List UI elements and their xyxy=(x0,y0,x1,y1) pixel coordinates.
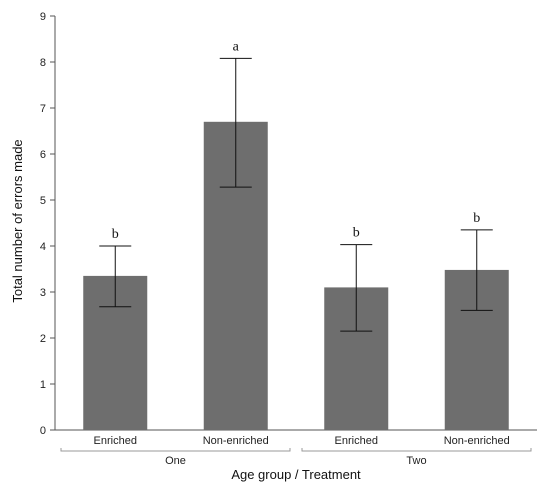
x-tick-label: Enriched xyxy=(94,435,137,447)
group-label: One xyxy=(165,455,186,467)
y-tick-label: 7 xyxy=(40,103,46,115)
y-tick-label: 1 xyxy=(40,379,46,391)
y-axis-title: Total number of errors made xyxy=(10,139,25,302)
y-tick-label: 2 xyxy=(40,333,46,345)
significance-labels: b a b b xyxy=(112,39,481,242)
x-axis-title: Age group / Treatment xyxy=(231,467,361,482)
y-tick-label: 3 xyxy=(40,287,46,299)
significance-label: b xyxy=(473,211,480,226)
significance-label: b xyxy=(112,227,119,242)
significance-label: b xyxy=(353,226,360,241)
group-bracket xyxy=(301,448,532,452)
y-tick-label: 8 xyxy=(40,57,46,69)
y-tick-label: 6 xyxy=(40,149,46,161)
y-tick-label: 5 xyxy=(40,195,46,207)
x-tick-label: Enriched xyxy=(335,435,378,447)
group-label: Two xyxy=(406,455,426,467)
y-tick-label: 4 xyxy=(40,241,46,253)
x-category-labels: Enriched Non-enriched Enriched Non-enriched xyxy=(94,435,510,447)
x-group-labels: One Two xyxy=(60,448,532,467)
group-bracket xyxy=(60,448,291,452)
x-tick-label: Non-enriched xyxy=(444,435,510,447)
y-tick-label: 0 xyxy=(40,425,46,437)
y-tick-label: 9 xyxy=(40,11,46,23)
significance-label: a xyxy=(233,39,240,54)
x-tick-label: Non-enriched xyxy=(203,435,269,447)
error-bars xyxy=(99,57,493,332)
bars xyxy=(83,121,509,431)
y-ticks: 0 1 2 3 4 5 6 7 8 9 xyxy=(40,11,55,437)
